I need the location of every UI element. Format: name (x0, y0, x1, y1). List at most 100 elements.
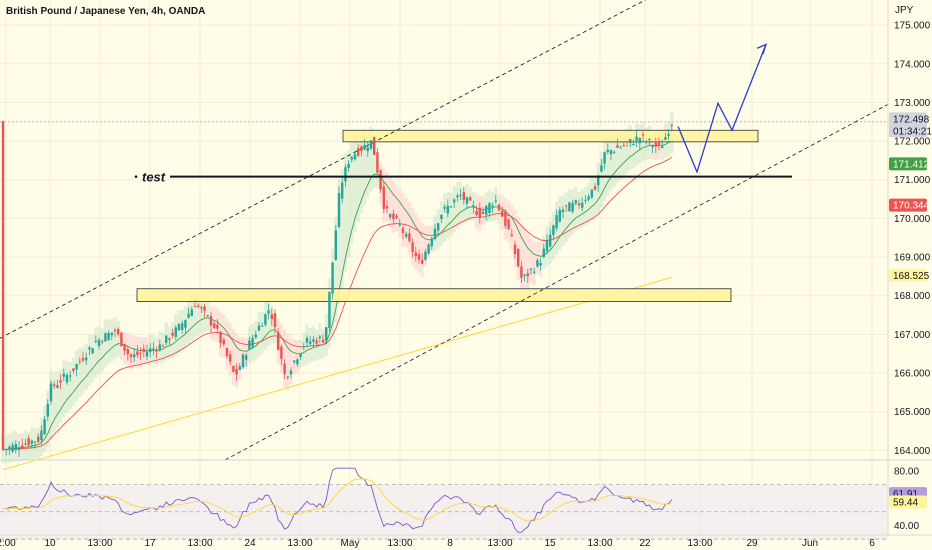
candle[interactable] (497, 204, 501, 211)
candle[interactable] (344, 167, 347, 182)
candle[interactable] (107, 333, 110, 341)
candle[interactable] (8, 446, 11, 450)
candle[interactable] (373, 136, 376, 155)
candle[interactable] (465, 197, 469, 204)
candle[interactable] (174, 327, 177, 337)
candle[interactable] (133, 354, 136, 358)
candle[interactable] (597, 176, 600, 186)
candle[interactable] (184, 319, 187, 328)
candle[interactable] (379, 170, 382, 190)
candle[interactable] (209, 316, 213, 326)
candle[interactable] (382, 186, 385, 209)
candle[interactable] (280, 346, 283, 359)
candle[interactable] (337, 193, 341, 227)
candle[interactable] (433, 228, 437, 239)
candle[interactable] (69, 375, 72, 377)
price-axis[interactable]: 175.000 174.000 173.000 172.000 171.000 170.0… (887, 0, 932, 535)
candle[interactable] (430, 238, 433, 247)
candle[interactable] (117, 329, 120, 335)
candle[interactable] (376, 152, 379, 173)
candle[interactable] (622, 145, 625, 147)
candle[interactable] (30, 440, 33, 444)
candle[interactable] (331, 262, 334, 294)
candle[interactable] (5, 449, 8, 451)
candle[interactable] (40, 430, 43, 441)
candle[interactable] (485, 205, 488, 215)
candle[interactable] (417, 254, 421, 260)
candle[interactable] (312, 339, 315, 342)
candle[interactable] (248, 340, 251, 350)
zones[interactable] (136, 129, 759, 302)
candle[interactable] (635, 136, 638, 141)
candle[interactable] (229, 354, 232, 362)
candle[interactable] (161, 345, 165, 347)
candle[interactable] (152, 348, 155, 351)
candle[interactable] (427, 244, 430, 254)
candle[interactable] (206, 315, 209, 317)
candle[interactable] (606, 149, 609, 152)
candle[interactable] (264, 314, 267, 325)
candle[interactable] (613, 151, 616, 153)
candle[interactable] (520, 266, 523, 278)
candle[interactable] (75, 364, 78, 370)
candle[interactable] (424, 251, 427, 260)
candle[interactable] (261, 325, 264, 327)
channel-upper-line[interactable] (0, 0, 660, 339)
candle[interactable] (667, 134, 670, 136)
candle[interactable] (664, 137, 667, 140)
candle[interactable] (187, 313, 190, 318)
candle[interactable] (318, 336, 321, 338)
candle[interactable] (542, 248, 545, 258)
candle[interactable] (456, 195, 459, 198)
candle[interactable] (584, 199, 587, 201)
candle[interactable] (654, 141, 657, 147)
candle[interactable] (241, 354, 245, 368)
candle[interactable] (347, 164, 350, 168)
candle[interactable] (401, 228, 405, 234)
candle[interactable] (238, 366, 241, 370)
candle[interactable] (565, 205, 568, 207)
candle[interactable] (283, 363, 286, 375)
candle[interactable] (24, 443, 27, 445)
candle[interactable] (315, 340, 318, 344)
candle[interactable] (193, 306, 197, 308)
candle[interactable] (97, 339, 101, 346)
channel-lower-line[interactable] (224, 104, 889, 461)
candle[interactable] (645, 141, 648, 143)
candle[interactable] (145, 351, 149, 357)
candle[interactable] (139, 352, 142, 354)
candle[interactable] (267, 310, 270, 314)
candle[interactable] (341, 182, 344, 199)
candle[interactable] (177, 323, 181, 331)
candle[interactable] (85, 357, 88, 361)
candle[interactable] (389, 214, 392, 218)
candle[interactable] (449, 206, 453, 208)
candle[interactable] (561, 209, 565, 213)
candle[interactable] (33, 441, 37, 443)
candle[interactable] (299, 353, 302, 357)
candle[interactable] (110, 332, 113, 336)
candle[interactable] (17, 447, 21, 451)
candle[interactable] (232, 365, 235, 372)
candle[interactable] (475, 210, 478, 216)
candle[interactable] (501, 210, 504, 217)
candle[interactable] (56, 385, 59, 388)
candle[interactable] (296, 359, 299, 365)
candle[interactable] (581, 202, 584, 208)
candle[interactable] (577, 203, 581, 206)
channel[interactable] (0, 0, 889, 461)
candle[interactable] (37, 436, 40, 442)
candle[interactable] (555, 215, 558, 229)
candles[interactable] (1, 120, 673, 457)
candle[interactable] (369, 140, 373, 149)
candle[interactable] (443, 206, 446, 209)
candle[interactable] (507, 219, 510, 230)
candle[interactable] (113, 330, 117, 332)
candle[interactable] (302, 346, 305, 348)
candle[interactable] (11, 445, 14, 452)
candle[interactable] (81, 358, 85, 361)
candle[interactable] (197, 305, 200, 307)
candle[interactable] (78, 361, 81, 363)
candle[interactable] (53, 384, 56, 386)
